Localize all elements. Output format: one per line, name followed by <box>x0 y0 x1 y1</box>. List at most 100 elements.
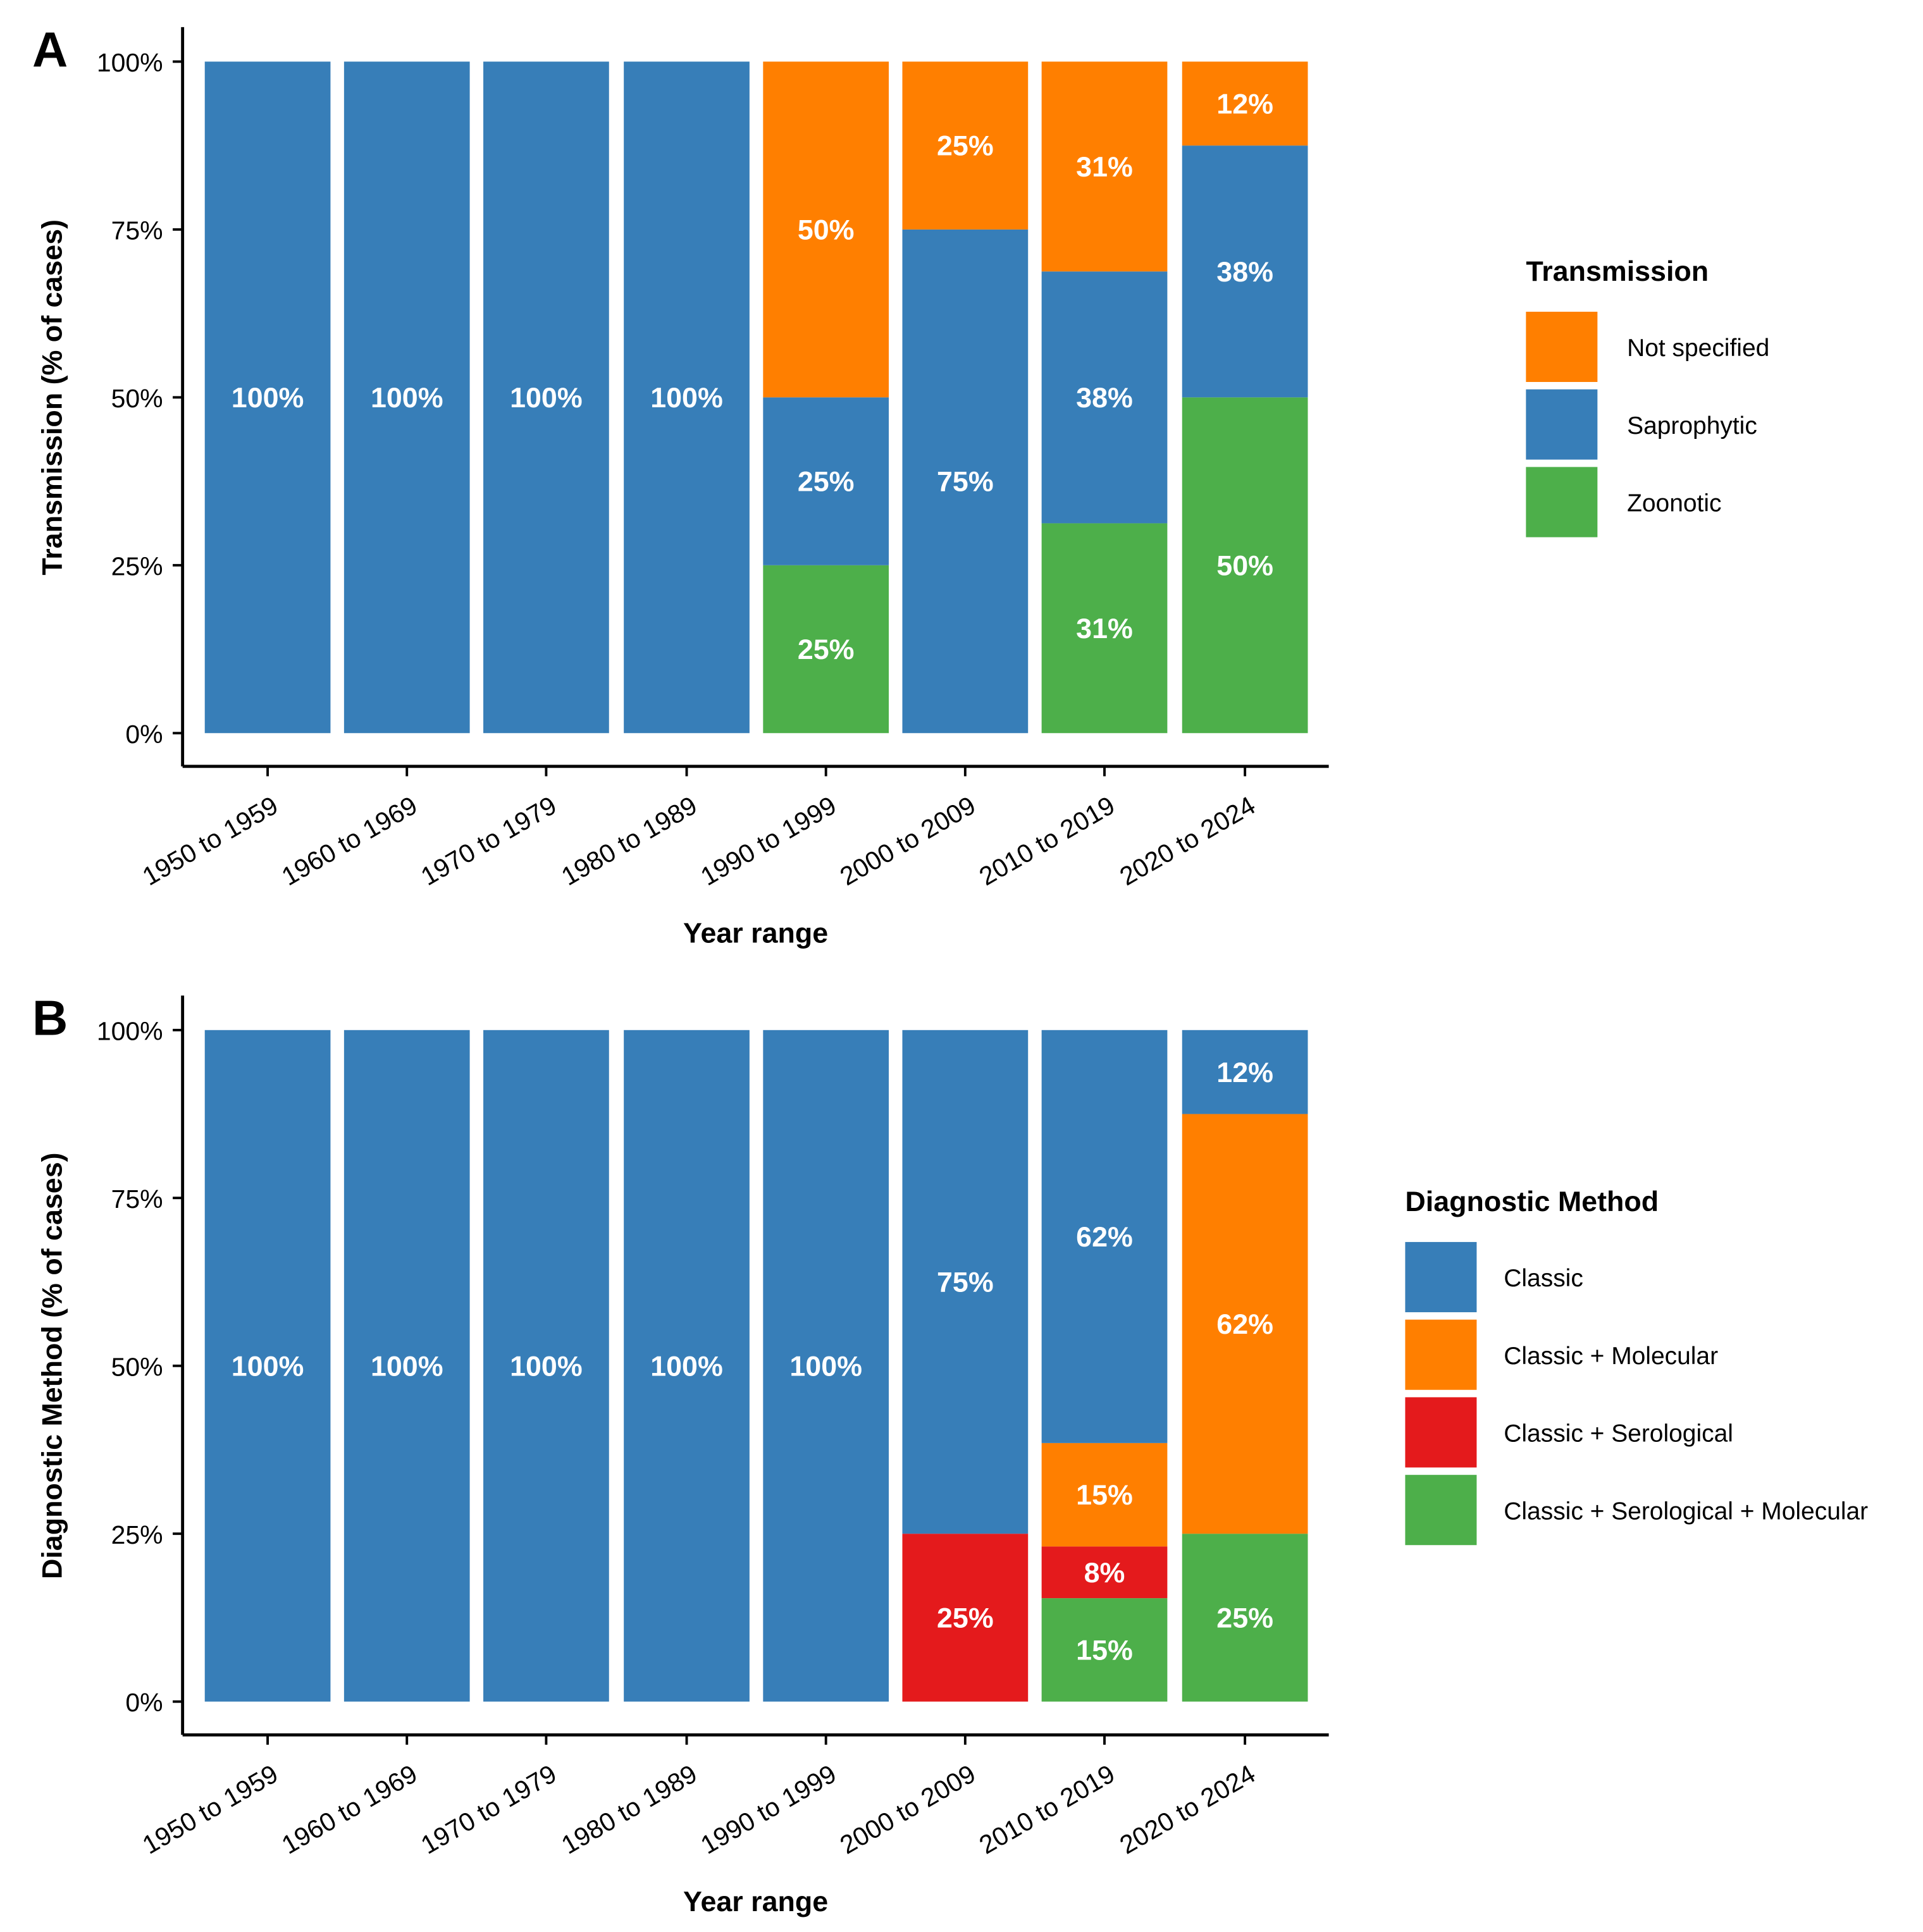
bar-segment <box>483 1030 609 1702</box>
x-tick-label: 1980 to 1989 <box>557 791 702 891</box>
bar-segment <box>1182 1030 1308 1114</box>
bar-segment <box>1041 61 1168 272</box>
data-label: 100% <box>232 1350 304 1382</box>
x-tick-label: 2020 to 2024 <box>1115 791 1260 891</box>
bar-segment <box>343 1030 470 1702</box>
bar-segment <box>902 1030 1029 1534</box>
legend-label: Not specified <box>1627 335 1769 362</box>
data-label: 25% <box>798 634 855 665</box>
data-label: 100% <box>650 1350 723 1382</box>
bar-segment <box>763 1030 889 1702</box>
bar-segment <box>1041 523 1168 734</box>
legend-key <box>1405 1397 1477 1468</box>
y-tick-label: 0% <box>125 720 163 749</box>
bar-segment <box>902 1534 1029 1702</box>
legend-label: Zoonotic <box>1627 490 1721 517</box>
bar-segment <box>763 397 889 565</box>
x-tick-label: 1980 to 1989 <box>557 1759 702 1859</box>
legend-key <box>1405 1475 1477 1546</box>
bar-segment <box>1041 271 1168 524</box>
y-axis-title: Transmission (% of cases) <box>37 219 68 575</box>
data-label: 100% <box>232 382 304 414</box>
legend-key <box>1526 311 1598 382</box>
y-tick-label: 100% <box>97 48 163 77</box>
data-label: 8% <box>1084 1557 1125 1589</box>
bar-segment <box>763 61 889 398</box>
bar-segment <box>1041 1030 1168 1443</box>
data-label: 25% <box>937 130 994 162</box>
x-tick-label: 1990 to 1999 <box>696 1759 841 1859</box>
bar-segment <box>624 1030 750 1702</box>
legend: Diagnostic Method Classic Classic + Molecu… <box>1405 1186 1868 1546</box>
bar-segment <box>1182 397 1308 734</box>
y-tick-label: 25% <box>111 1520 163 1549</box>
legend-title: Transmission <box>1526 255 1709 287</box>
data-label: 31% <box>1076 151 1133 183</box>
data-label: 100% <box>510 382 583 414</box>
x-axis-title: Year range <box>683 917 828 949</box>
x-tick-label: 2000 to 2009 <box>835 1759 980 1859</box>
data-label: 25% <box>937 1603 994 1634</box>
data-label: 75% <box>937 466 994 498</box>
x-axis-title: Year range <box>683 1886 828 1917</box>
bar-segment <box>1041 1546 1168 1599</box>
data-label: 100% <box>371 1350 443 1382</box>
legend-key <box>1526 389 1598 460</box>
x-tick-label: 2000 to 2009 <box>835 791 980 891</box>
data-label: 75% <box>937 1267 994 1298</box>
x-tick-label: 1970 to 1979 <box>416 1759 562 1859</box>
data-label: 12% <box>1216 88 1273 120</box>
bar-segment <box>1182 1114 1308 1534</box>
bar-segment <box>1182 1534 1308 1702</box>
legend-label: Classic + Serological + Molecular <box>1504 1498 1868 1525</box>
panel-label: A <box>32 22 68 77</box>
panel-label: B <box>32 990 68 1046</box>
bar-segment <box>343 61 470 734</box>
data-label: 38% <box>1076 382 1133 414</box>
data-label: 62% <box>1076 1221 1133 1253</box>
x-tick-label: 1960 to 1969 <box>276 1759 422 1859</box>
data-label: 25% <box>798 466 855 498</box>
legend-title: Diagnostic Method <box>1405 1186 1659 1217</box>
bar-segment <box>1182 145 1308 398</box>
data-label: 50% <box>1216 550 1273 581</box>
bar-segment <box>902 229 1029 734</box>
data-label: 15% <box>1076 1479 1133 1511</box>
bar-segment <box>1182 61 1308 146</box>
data-label: 25% <box>1216 1603 1273 1634</box>
y-tick-label: 75% <box>111 1184 163 1214</box>
legend-key <box>1526 467 1598 538</box>
x-tick-label: 1950 to 1959 <box>137 1759 283 1859</box>
data-label: 12% <box>1216 1057 1273 1088</box>
bar-segment <box>483 61 609 734</box>
bar-segment <box>1041 1598 1168 1702</box>
y-tick-label: 50% <box>111 384 163 413</box>
x-tick-label: 2010 to 2019 <box>974 1759 1120 1859</box>
data-label: 100% <box>789 1350 862 1382</box>
bar-segment <box>204 1030 331 1702</box>
y-tick-label: 100% <box>97 1016 163 1045</box>
data-label: 100% <box>371 382 443 414</box>
bar-segment <box>902 61 1029 230</box>
bar-segment <box>1041 1443 1168 1547</box>
legend-label: Classic <box>1504 1265 1583 1292</box>
bar-segment <box>624 61 750 734</box>
legend-label: Classic + Molecular <box>1504 1343 1718 1370</box>
y-tick-label: 25% <box>111 551 163 581</box>
legend-label: Classic + Serological <box>1504 1420 1733 1448</box>
data-label: 100% <box>650 382 723 414</box>
x-tick-label: 1970 to 1979 <box>416 791 562 891</box>
x-tick-label: 1950 to 1959 <box>137 791 283 891</box>
data-label: 100% <box>510 1350 583 1382</box>
data-label: 15% <box>1076 1634 1133 1666</box>
data-label: 50% <box>798 214 855 245</box>
legend: Transmission Not specified Saprophytic Zoon… <box>1526 255 1769 538</box>
panel-a: 100% 100% 100% 100% 25% 25% 50% 75% 25% 31% 38% 31%… <box>32 22 1769 949</box>
panel-b: 100% 100% 100% 100% 100% 25% 75% 15% 8% 15% 62% 25%… <box>32 990 1868 1917</box>
data-label: 38% <box>1216 256 1273 288</box>
legend-label: Saprophytic <box>1627 412 1757 440</box>
bar-segment <box>204 61 331 734</box>
x-tick-label: 1960 to 1969 <box>276 791 422 891</box>
x-tick-label: 1990 to 1999 <box>696 791 841 891</box>
